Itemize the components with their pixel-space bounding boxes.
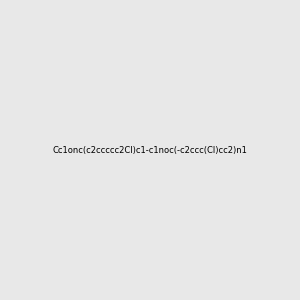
- Text: Cc1onc(c2ccccc2Cl)c1-c1noc(-c2ccc(Cl)cc2)n1: Cc1onc(c2ccccc2Cl)c1-c1noc(-c2ccc(Cl)cc2…: [52, 146, 247, 154]
